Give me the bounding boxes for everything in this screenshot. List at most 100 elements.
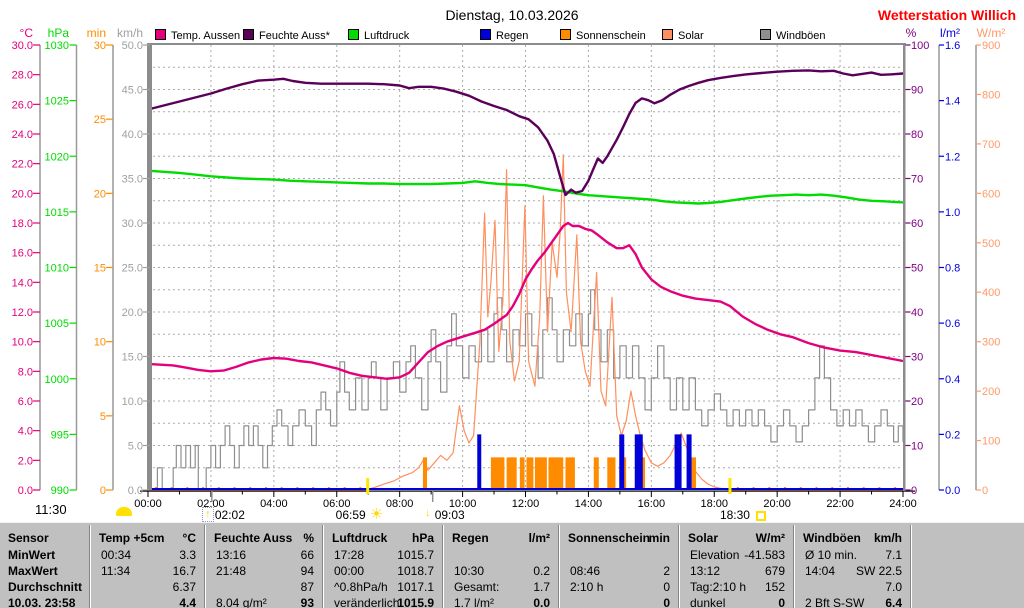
axis-tick-label-hPa: 990 [51, 485, 69, 497]
table-cell-value: 0 [663, 580, 670, 594]
table-cell-text: 13:12 [690, 564, 721, 578]
unit-header-c: °C [19, 26, 33, 40]
axis-tick-label-°C: 16.0 [12, 248, 33, 260]
axis-tick-label-%: 10 [911, 441, 923, 453]
sunset-icon [755, 511, 766, 521]
table-cell-text: 00:34 [101, 548, 132, 562]
table-cell-value: 1018.7 [397, 564, 434, 578]
table-cell-text: 13:16 [216, 548, 247, 562]
moonrise-icon: ↑ [201, 507, 214, 522]
axis-tick-label-hPa: 1010 [45, 263, 69, 275]
table-cell-value: 152 [764, 580, 785, 594]
axis-tick-label-°C: 24.0 [12, 129, 33, 141]
axis-tick-label-km/h: 5.0 [128, 441, 143, 453]
sunshine-bar [490, 457, 505, 490]
legend-label: Luftdruck [364, 30, 410, 42]
table-cell-text: 10:30 [454, 564, 485, 578]
series-temp-aussen [147, 221, 904, 380]
legend-label: Feuchte Auss* [259, 30, 330, 42]
table-cell-value: 0 [778, 596, 785, 608]
x-axis-label: 10:00 [449, 498, 477, 510]
sunset-tick [728, 478, 732, 494]
table-cell-value: -41.583 [744, 548, 785, 562]
axis-tick-label-l/m²: 0.6 [945, 318, 960, 330]
table-header-unit: % [303, 531, 314, 545]
table-cell-text: 17:28 [334, 548, 365, 562]
axis-tick-label-km/h: 50.0 [122, 40, 143, 52]
table-cell-value: 87 [300, 580, 314, 594]
unit-header-hpa: hPa [47, 26, 69, 40]
statistics-table: Sensor MinWert MaxWert Durchschnitt 10.03. 2… [0, 522, 1024, 608]
table-header-unit: °C [182, 531, 196, 545]
axis-tick-label-W/m²: 300 [982, 337, 1000, 349]
table-cell-value: 679 [764, 564, 785, 578]
legend-swatch [760, 29, 771, 40]
axis-tick-label-km/h: 15.0 [122, 352, 143, 364]
table-cell-text: Tag:2:10 h [690, 580, 747, 594]
table-cell-value: 16.7 [172, 564, 196, 578]
table-cell-value: 4.4 [179, 596, 196, 608]
axis-tick-label-°C: 4.0 [18, 426, 33, 438]
axis-tick-label-W/m²: 200 [982, 386, 1000, 398]
axis-tick-label-°C: 2.0 [18, 455, 33, 467]
table-header-name: Sonnenschein [568, 531, 651, 545]
x-axis-line [140, 490, 915, 492]
sunshine-bar [534, 457, 547, 490]
table-cell-value: 3.3 [179, 548, 196, 562]
moon-time-label: 11:30 [35, 502, 67, 517]
axis-tick-label-km/h: 20.0 [122, 307, 143, 319]
table-cell-value: 0.0 [533, 596, 550, 608]
plot-border-left [147, 43, 152, 490]
axis-tick-label-km/h: 40.0 [122, 129, 143, 141]
rain-spike [674, 434, 682, 490]
x-axis-label: 20:00 [763, 498, 791, 510]
axis-tick-label-W/m²: 800 [982, 89, 1000, 101]
x-axis-label: 00:00 [134, 498, 162, 510]
series-luftdruck [147, 169, 904, 205]
axis-tick-label-l/m²: 0.8 [945, 263, 960, 275]
rain-baseline [148, 488, 903, 490]
sunshine-bar [422, 457, 428, 490]
moonrise-tick [211, 491, 213, 502]
sunrise-tick [366, 478, 370, 494]
axis-tick-label-l/m²: 0.2 [945, 429, 960, 441]
moondown-icon: ↓ [424, 507, 431, 519]
rain-spike [477, 434, 482, 490]
table-cell-text: 8.04 g/m² [216, 596, 267, 608]
axis-tick-label-km/h: 30.0 [122, 218, 143, 230]
sunshine-bar [690, 457, 697, 490]
rain-spike [686, 434, 692, 490]
axis-tick-label-l/m²: 1.4 [945, 96, 960, 108]
x-axis-label: 08:00 [386, 498, 414, 510]
table-cell-value: 6.4 [885, 596, 902, 608]
table-column-separator [558, 525, 560, 608]
axis-tick-label-%: 70 [911, 174, 923, 186]
axis-tick-label-%: 90 [911, 85, 923, 97]
axis-tick-label-°C: 8.0 [18, 366, 33, 378]
series-feuchte-auss- [147, 69, 904, 197]
table-cell-text: Elevation [690, 548, 740, 562]
table-header-name: Temp +5cm [99, 531, 165, 545]
x-axis-label: 04:00 [260, 498, 288, 510]
sunshine-bar [526, 457, 534, 490]
sunshine-bar [607, 457, 616, 490]
rain-spike [619, 434, 625, 490]
table-cell-value: 7.0 [885, 580, 902, 594]
sunshine-bar [519, 457, 525, 490]
axis-tick-label-hPa: 995 [51, 429, 69, 441]
table-cell-value: 1.7 [533, 580, 550, 594]
axis-tick-label-°C: 30.0 [12, 40, 33, 52]
table-cell-value: 0 [663, 596, 670, 608]
axis-tick-label-W/m²: 500 [982, 238, 1000, 250]
axis-tick-label-l/m²: 0.0 [945, 485, 960, 497]
legend-item-3: Luftdruck [348, 29, 410, 42]
table-row-label: MaxWert [8, 564, 58, 578]
table-header-name: Feuchte Auss [214, 531, 293, 545]
legend-swatch [480, 29, 491, 40]
table-cell-value: 1015.7 [397, 548, 434, 562]
unit-header-wm2: W/m² [976, 26, 1006, 40]
table-cell-value: 93 [300, 596, 314, 608]
moonrise-time: 02:02 [214, 508, 245, 522]
table-header-name: Solar [688, 531, 719, 545]
